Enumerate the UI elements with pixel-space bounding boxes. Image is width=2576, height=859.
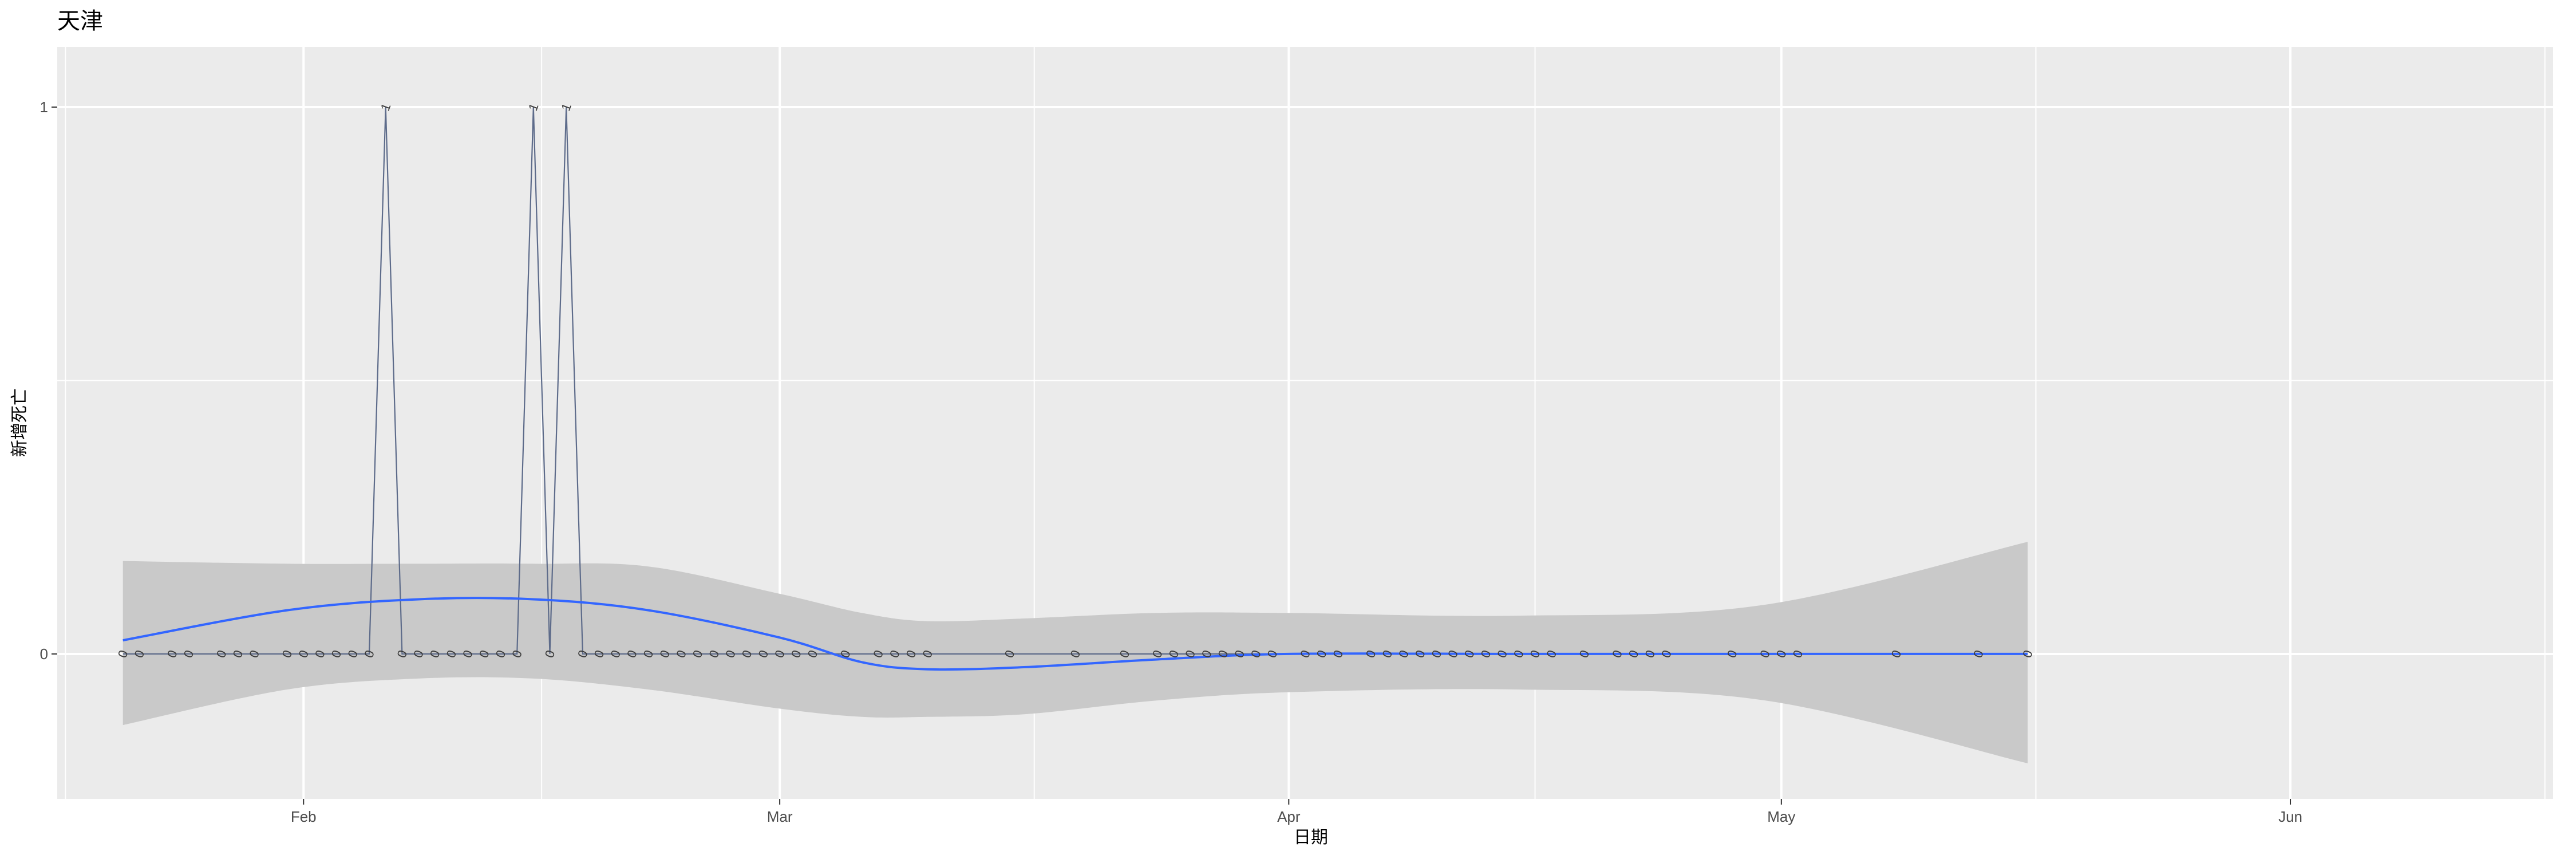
minor-gridlines (57, 47, 2553, 799)
confidence-band (123, 542, 2028, 763)
smooth-line (123, 597, 2028, 671)
x-tick-label: Jun (2278, 808, 2302, 825)
y-axis: 01 (40, 98, 57, 663)
y-axis-title: 新增死亡 (10, 388, 30, 457)
y-tick-label: 1 (40, 98, 48, 116)
smooth-line-layer (123, 597, 2028, 671)
confidence-band-layer (123, 542, 2028, 763)
x-tick-label: May (1767, 808, 1795, 825)
chart-title: 天津 (57, 8, 103, 34)
x-axis: Feb Mar Apr May Jun (291, 799, 2302, 825)
x-axis-title: 日期 (1294, 828, 1328, 848)
x-tick-label: Mar (767, 808, 793, 825)
x-tick-label: Feb (291, 808, 317, 825)
y-tick-label: 0 (40, 645, 48, 663)
x-tick-label: Apr (1277, 808, 1301, 825)
